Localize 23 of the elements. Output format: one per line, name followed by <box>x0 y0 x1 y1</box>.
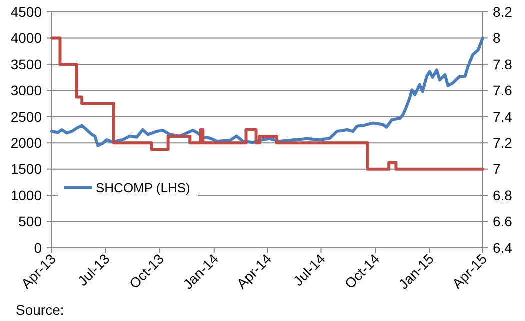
y-tick-label: 4000 <box>10 30 42 46</box>
y2-tick-label: 8.2 <box>493 4 513 20</box>
y-tick-label: 2500 <box>10 108 42 125</box>
source-note: Source: <box>16 302 64 318</box>
y2-tick-label: 7.4 <box>493 108 513 125</box>
y2-tick-label: 6.4 <box>493 240 513 256</box>
y2-tick-label: 6.8 <box>493 187 513 204</box>
y2-tick-label: 7.6 <box>493 82 513 99</box>
y2-tick-label: 8 <box>493 30 501 46</box>
line-series <box>50 36 484 148</box>
y2-tick-label: 7 <box>493 161 501 178</box>
y2-tick-label: 7.2 <box>493 135 513 152</box>
y2-tick-label: 7.8 <box>493 56 513 72</box>
y-tick-label: 0 <box>34 240 42 256</box>
y-tick-label: 4500 <box>10 4 42 20</box>
legend-label: SHCOMP (LHS) <box>96 180 190 196</box>
y-tick-label: 1000 <box>10 187 42 204</box>
y-tick-label: 3500 <box>10 56 42 72</box>
y-tick-label: 1500 <box>10 161 42 178</box>
y-tick-label: 500 <box>18 214 42 230</box>
y-tick-label: 2000 <box>10 135 42 152</box>
y-tick-label: 3000 <box>10 82 42 99</box>
y2-tick-label: 6.6 <box>493 214 513 230</box>
